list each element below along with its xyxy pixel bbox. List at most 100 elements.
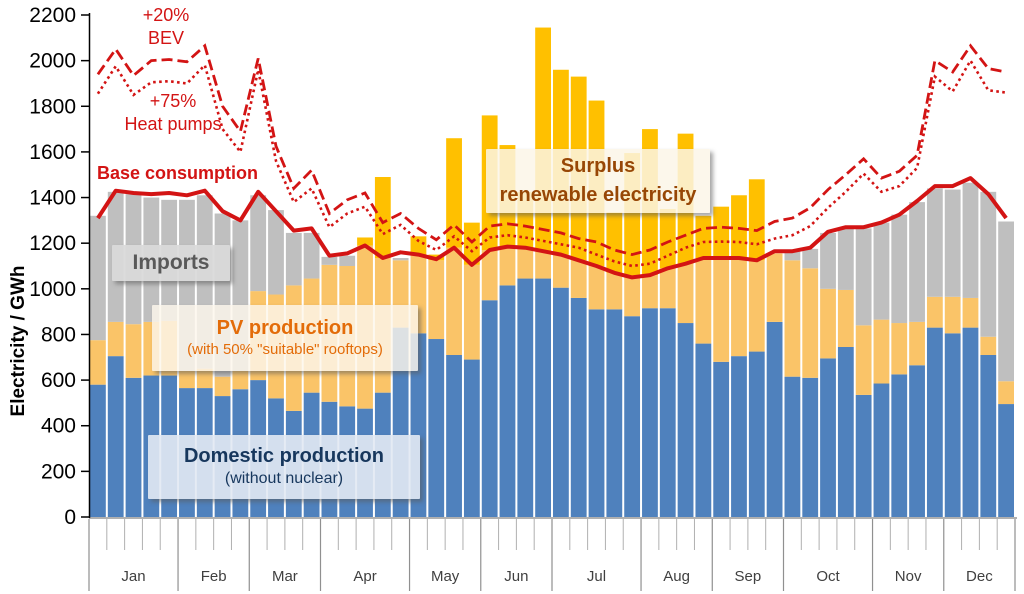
bar-segment-pv [463, 264, 480, 360]
bar-segment-pv [624, 277, 641, 317]
y-tick-label: 1400 [29, 187, 76, 210]
bar-segment-imports [855, 228, 872, 326]
bar-segment-pv [179, 370, 195, 389]
bar-segment-pv [926, 296, 943, 328]
bar-segment-pv [588, 266, 605, 310]
bar-segment-pv [214, 376, 231, 397]
bar-segment-imports [820, 232, 836, 289]
bar-segment-domestic [944, 333, 961, 517]
y-tick-label: 1800 [29, 95, 76, 118]
bar-segment-surplus [446, 138, 462, 248]
y-tick-label: 400 [41, 415, 76, 438]
bar-segment-pv [659, 268, 676, 309]
bar-segment-pv [553, 254, 569, 288]
bar-segment-pv [802, 268, 819, 378]
bar-segment-pv [410, 254, 427, 334]
bar-segment-domestic [90, 384, 106, 517]
bar-segment-domestic [214, 396, 231, 517]
bar-segment-domestic [659, 308, 676, 517]
bar-segment-pv [909, 321, 925, 366]
bar-segment-pv [339, 266, 356, 407]
bar-segment-pv [837, 289, 854, 348]
bar-segment-domestic [463, 359, 480, 517]
y-tick-label: 200 [41, 460, 76, 483]
month-label: Dec [966, 568, 993, 585]
bar-segment-domestic [606, 309, 623, 517]
bar-segment-pv [250, 291, 267, 381]
month-label: Feb [201, 568, 227, 585]
month-label: Jan [121, 568, 145, 585]
bar-segment-pv [606, 272, 623, 310]
y-tick-label: 1000 [29, 278, 76, 301]
bar-segment-surplus [659, 208, 676, 269]
month-label: Sep [735, 568, 762, 585]
bar-segment-domestic [410, 333, 427, 517]
y-tick-label: 2000 [29, 50, 76, 73]
bar-segment-surplus [357, 237, 373, 246]
bar-segment-pv [90, 340, 106, 385]
bar-segment-pv [303, 278, 320, 393]
bar-segment-domestic [766, 321, 783, 517]
month-label: Jun [504, 568, 528, 585]
bar-segment-domestic [784, 376, 801, 517]
bar-segment-imports [143, 197, 160, 322]
bar-segment-domestic [357, 408, 373, 517]
bar-segment-domestic [321, 401, 338, 517]
bar-segment-domestic [873, 383, 890, 517]
bar-segment-pv [517, 247, 534, 279]
bar-segment-pv [107, 321, 124, 357]
bar-segment-domestic [820, 358, 836, 517]
bar-segment-imports [161, 199, 178, 321]
y-tick-label: 1600 [29, 141, 76, 164]
y-tick-label: 0 [64, 506, 76, 529]
bar-segment-domestic [570, 297, 587, 517]
bar-segment-domestic [962, 327, 979, 517]
bar-segment-domestic [107, 356, 124, 517]
bar-segment-pv [998, 381, 1014, 405]
bar-segment-pv [268, 294, 284, 399]
bar-segment-domestic [392, 327, 409, 517]
bar-segment-domestic [481, 300, 498, 517]
bar-segment-domestic [998, 404, 1014, 517]
bar-segment-domestic [553, 287, 569, 517]
bar-segment-pv [570, 260, 587, 298]
bar-segment-domestic [837, 347, 854, 517]
bar-segment-domestic [909, 365, 925, 517]
bar-segment-pv [784, 260, 801, 377]
bar-segment-domestic [303, 392, 320, 517]
bar-segment-domestic [677, 323, 694, 517]
bar-segment-pv [125, 324, 142, 378]
bar-segment-pv [481, 250, 498, 301]
bar-segment-surplus [695, 215, 712, 259]
bar-segment-pv [731, 258, 747, 357]
bar-segment-surplus [553, 69, 569, 255]
bar-segment-pv [766, 253, 783, 322]
bar-segment-domestic [232, 389, 249, 517]
bar-segment-pv [321, 264, 338, 402]
bar-segment-pv [891, 323, 908, 375]
bar-segment-pv [232, 370, 249, 390]
bar-segment-imports [392, 258, 409, 261]
bar-segment-imports [339, 255, 356, 266]
bar-segment-imports [891, 214, 908, 324]
month-label: May [431, 568, 460, 585]
bar-segment-surplus [410, 236, 427, 255]
bar-segment-pv [499, 246, 516, 286]
bar-segment-domestic [268, 398, 284, 517]
bar-segment-surplus [570, 76, 587, 261]
bar-segment-pv [873, 319, 890, 384]
bar-segment-pv [855, 325, 872, 395]
bar-segment-imports [837, 228, 854, 290]
bar-segment-domestic [374, 392, 391, 517]
bar-segment-domestic [980, 354, 997, 517]
bar-segment-domestic [802, 377, 819, 517]
bar-segment-domestic [446, 354, 462, 517]
bar-segment-surplus [606, 212, 623, 273]
bar-segment-pv [713, 258, 730, 362]
month-label: Jul [587, 568, 606, 585]
bar-segment-pv [695, 258, 712, 344]
bar-segment-domestic [339, 406, 356, 517]
bar-segment-domestic [891, 374, 908, 517]
bar-segment-imports [196, 195, 213, 369]
bar-segment-surplus [499, 145, 516, 247]
